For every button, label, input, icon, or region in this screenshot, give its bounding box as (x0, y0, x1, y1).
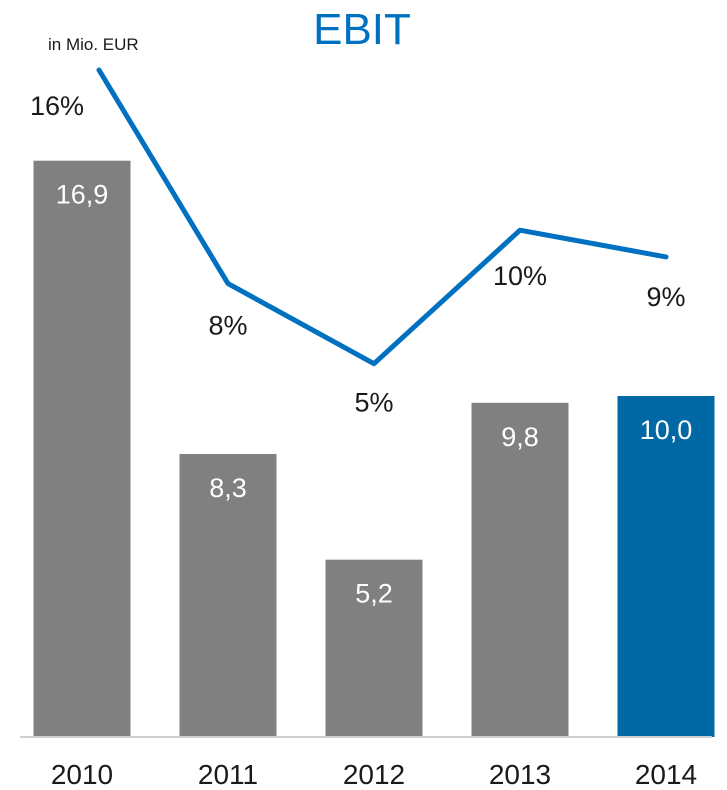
bar-value-label-2014: 10,0 (640, 415, 693, 445)
margin-line-series: 16% 8% 5% 10% 9% (30, 67, 686, 418)
bar-value-label-2011: 8,3 (209, 473, 247, 503)
bar-value-label-2012: 5,2 (355, 579, 393, 609)
margin-label-2012: 5% (354, 388, 393, 418)
x-tick-2013: 2013 (489, 759, 551, 790)
margin-label-2010: 16% (30, 91, 84, 121)
bar-2013 (471, 402, 569, 737)
margin-label-2011: 8% (208, 311, 247, 341)
x-tick-2010: 2010 (51, 759, 113, 790)
bar-series: 16,9 8,3 5,2 9,8 10,0 (33, 160, 715, 737)
bar-2014 (617, 396, 715, 737)
x-tick-2014: 2014 (635, 759, 697, 790)
x-tick-2011: 2011 (198, 759, 258, 790)
bar-value-label-2013: 9,8 (501, 422, 539, 452)
margin-label-2014: 9% (646, 282, 685, 312)
x-axis-ticks: 2010 2011 2012 2013 2014 (51, 759, 697, 790)
chart-title: EBIT (313, 5, 411, 54)
margin-label-2013: 10% (493, 261, 547, 291)
x-tick-2012: 2012 (343, 759, 405, 790)
bar-2010 (33, 160, 131, 737)
bar-value-label-2010: 16,9 (56, 180, 109, 210)
bar-2011 (179, 453, 277, 737)
unit-label: in Mio. EUR (48, 35, 139, 54)
bar-2012 (325, 559, 423, 737)
margin-line (96, 67, 669, 367)
